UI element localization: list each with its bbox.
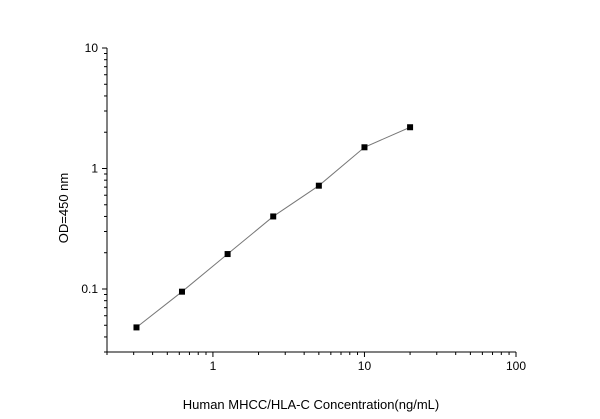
- y-tick-label: 1: [91, 161, 98, 175]
- ticks: 1 10 100 0.1 1 10: [81, 41, 526, 373]
- data-point: [133, 324, 140, 331]
- data-point: [407, 124, 414, 131]
- data-point: [315, 182, 322, 189]
- x-tick-label: 10: [358, 359, 372, 373]
- data-point: [361, 144, 368, 151]
- y-axis-label: OD=450 nm: [56, 173, 71, 243]
- data-point: [270, 213, 277, 220]
- y-tick-label: 0.1: [81, 282, 98, 296]
- x-tick-label: 1: [210, 359, 217, 373]
- x-axis-label: Human MHCC/HLA-C Concentration(ng/mL): [183, 397, 439, 412]
- series-layer: [133, 124, 414, 331]
- axes: [106, 48, 516, 353]
- y-tick-label: 10: [85, 41, 99, 55]
- series-line: [136, 126, 411, 328]
- data-point: [224, 251, 231, 258]
- x-tick-label: 100: [506, 359, 526, 373]
- data-point: [178, 288, 185, 295]
